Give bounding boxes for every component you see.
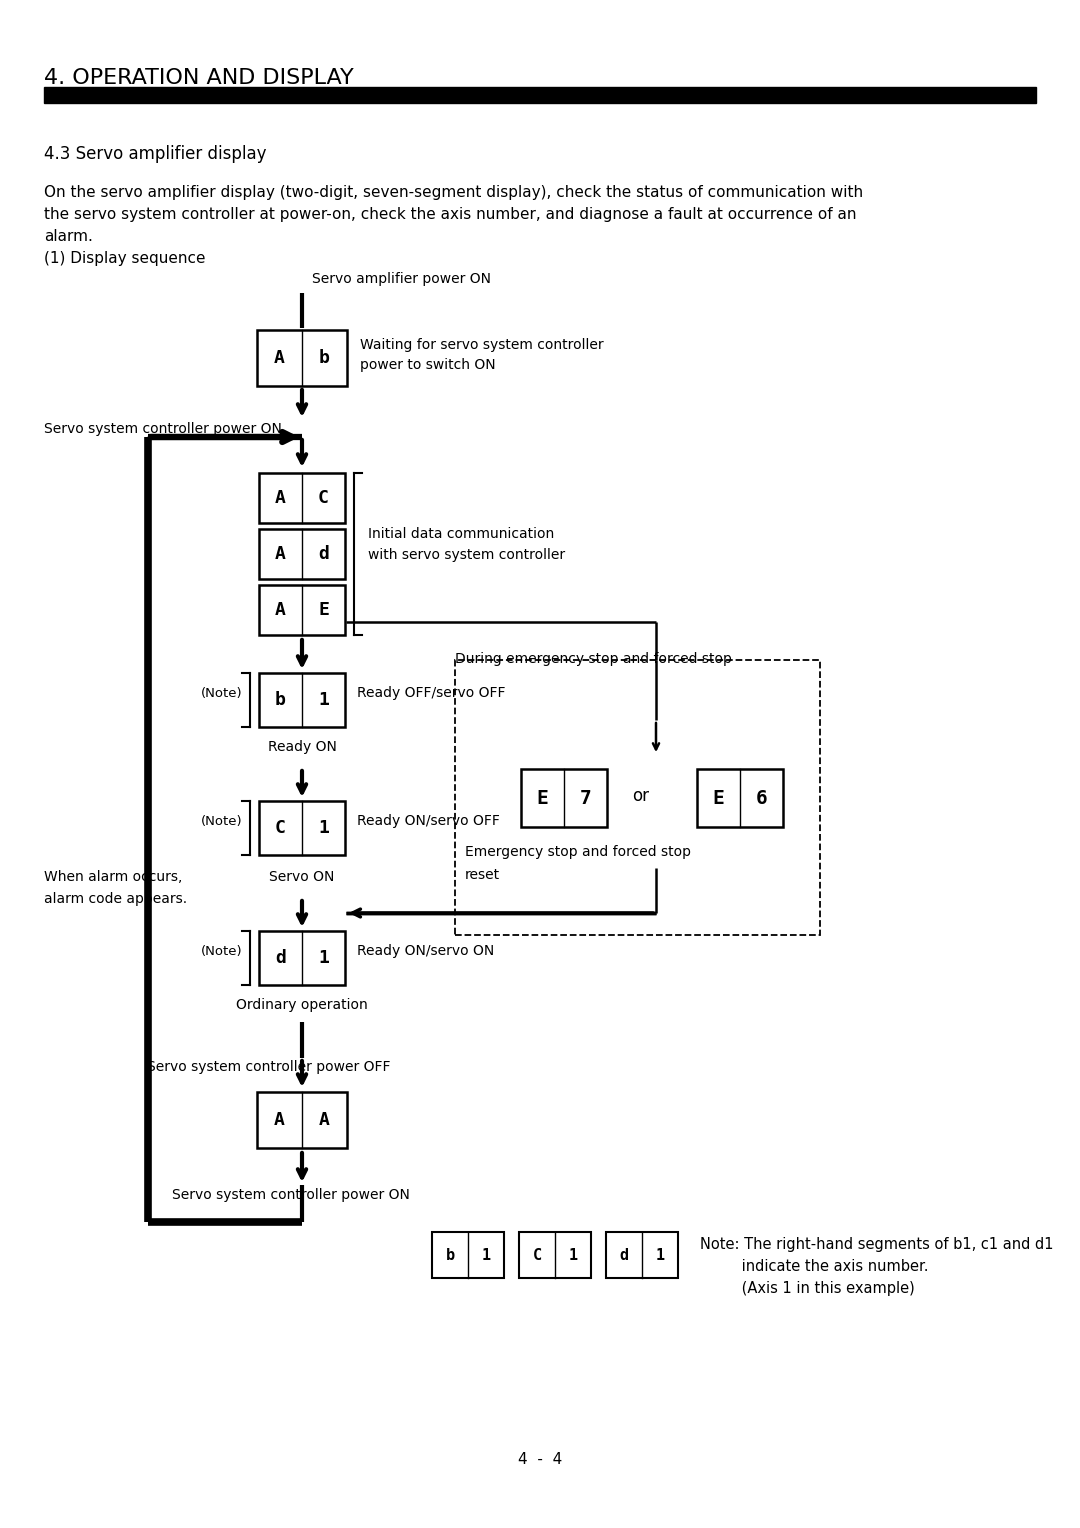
Text: b: b [319,348,329,367]
Text: A: A [274,348,285,367]
Text: b: b [445,1247,455,1262]
Bar [259,474,345,523]
Bar [44,87,1036,102]
Text: Servo system controller power OFF: Servo system controller power OFF [147,1060,391,1074]
Text: with servo system controller: with servo system controller [368,549,565,562]
Text: Initial data communication: Initial data communication [368,527,554,541]
Text: E: E [319,601,329,619]
Bar [521,769,607,827]
Bar [259,672,345,727]
Text: A: A [275,489,286,507]
Bar [606,1232,678,1277]
Bar [259,931,345,986]
Text: Emergency stop and forced stop: Emergency stop and forced stop [465,845,691,859]
Text: Ready ON/servo OFF: Ready ON/servo OFF [357,814,500,828]
Text: 1: 1 [656,1247,664,1262]
Text: A: A [275,545,286,562]
Text: d: d [319,545,329,562]
Text: 1: 1 [319,819,329,837]
Bar [259,801,345,856]
Bar [432,1232,504,1277]
Text: Servo system controller power ON: Servo system controller power ON [172,1187,410,1203]
Text: or: or [632,787,649,805]
Text: Servo ON: Servo ON [269,869,335,885]
Text: 4. OPERATION AND DISPLAY: 4. OPERATION AND DISPLAY [44,69,354,89]
Text: the servo system controller at power-on, check the axis number, and diagnose a f: the servo system controller at power-on,… [44,206,856,222]
Text: C: C [319,489,329,507]
Text: A: A [274,1111,285,1129]
Bar [259,585,345,636]
Text: A: A [275,601,286,619]
Text: 7: 7 [580,788,592,807]
Text: E: E [537,788,549,807]
Text: On the servo amplifier display (two-digit, seven-segment display), check the sta: On the servo amplifier display (two-digi… [44,185,863,200]
Text: (Note): (Note) [201,688,242,700]
Text: 1: 1 [319,949,329,967]
Text: Servo amplifier power ON: Servo amplifier power ON [312,272,491,286]
Text: d: d [620,1247,629,1262]
Text: C: C [532,1247,541,1262]
Text: indicate the axis number.: indicate the axis number. [700,1259,929,1274]
Text: Servo system controller power ON: Servo system controller power ON [44,422,282,435]
Text: d: d [275,949,286,967]
Text: (1) Display sequence: (1) Display sequence [44,251,205,266]
Bar [257,330,347,387]
Text: Ready ON/servo ON: Ready ON/servo ON [357,944,495,958]
Text: 1: 1 [482,1247,490,1262]
Text: (Axis 1 in this example): (Axis 1 in this example) [700,1280,915,1296]
Text: 1: 1 [568,1247,578,1262]
Text: C: C [275,819,286,837]
Text: alarm code appears.: alarm code appears. [44,892,187,906]
Text: Note: The right-hand segments of b1, c1 and d1: Note: The right-hand segments of b1, c1 … [700,1238,1053,1251]
Bar [455,660,820,935]
Bar [697,769,783,827]
Text: Ordinary operation: Ordinary operation [237,998,368,1012]
Text: 4.3 Servo amplifier display: 4.3 Servo amplifier display [44,145,267,163]
Text: 1: 1 [319,691,329,709]
Bar [257,1093,347,1148]
Text: 6: 6 [756,788,768,807]
Text: (Note): (Note) [201,816,242,828]
Bar [519,1232,591,1277]
Text: alarm.: alarm. [44,229,93,244]
Text: Waiting for servo system controller: Waiting for servo system controller [360,338,604,351]
Text: 4  -  4: 4 - 4 [518,1453,562,1467]
Text: power to switch ON: power to switch ON [360,358,496,371]
Text: During emergency stop and forced stop: During emergency stop and forced stop [455,652,732,666]
Text: E: E [713,788,725,807]
Text: b: b [275,691,286,709]
Text: Ready OFF/servo OFF: Ready OFF/servo OFF [357,686,505,700]
Text: (Note): (Note) [201,946,242,958]
Text: Ready ON: Ready ON [268,740,337,753]
Bar [259,529,345,579]
Text: When alarm occurs,: When alarm occurs, [44,869,183,885]
Text: reset: reset [465,868,500,882]
Text: A: A [319,1111,329,1129]
